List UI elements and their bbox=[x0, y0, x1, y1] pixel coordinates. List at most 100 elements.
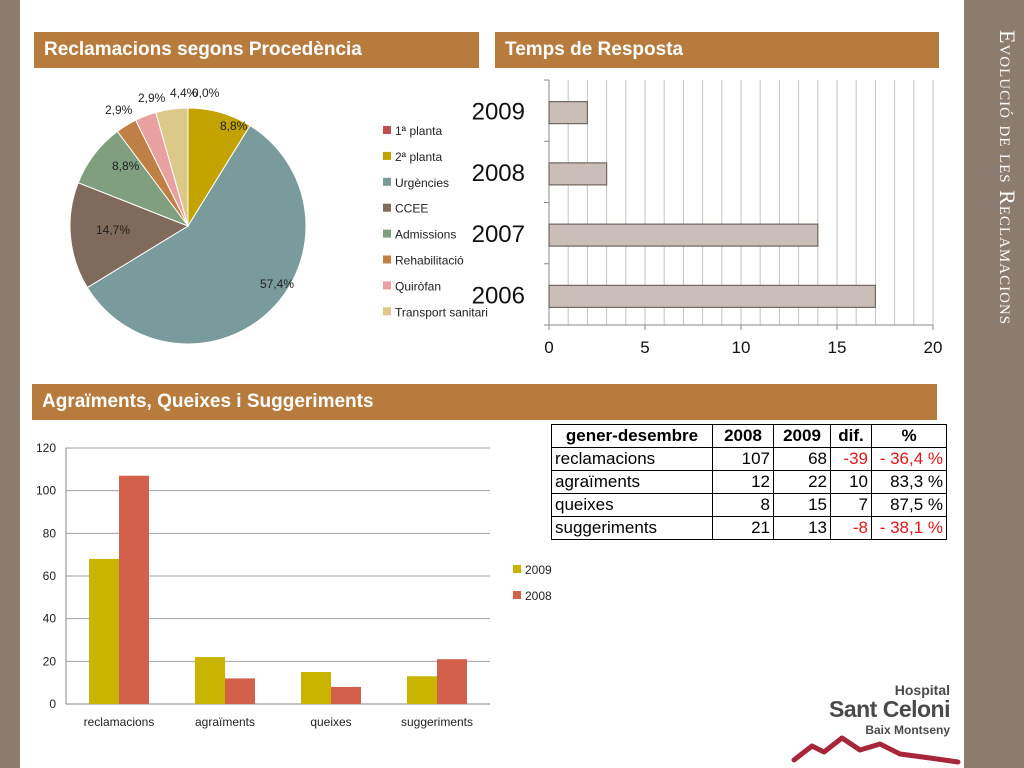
pie-data-label: 2,9% bbox=[105, 103, 133, 117]
x-tick-label: 20 bbox=[924, 338, 943, 357]
x-tick-label: 15 bbox=[828, 338, 847, 357]
x-category-label: reclamacions bbox=[84, 715, 155, 729]
y-tick-label: 120 bbox=[36, 441, 56, 455]
grouped-bar bbox=[225, 678, 255, 704]
grouped-bar bbox=[437, 659, 467, 704]
pie-data-label: 2,9% bbox=[138, 91, 166, 105]
table-cell: 83,3 % bbox=[871, 470, 947, 494]
table-row: agraïments 12 22 10 83,3 % bbox=[551, 470, 947, 494]
summary-table: gener-desembre 2008 2009 dif. % reclamac… bbox=[551, 424, 947, 540]
side-band bbox=[964, 0, 1024, 768]
table-header-cell: 2009 bbox=[773, 424, 831, 448]
grouped-bar bbox=[89, 558, 119, 704]
y-tick-label: 0 bbox=[49, 697, 56, 711]
response-time-chart: 0 5 10 15 20 2006 2007 2008 2009 bbox=[472, 79, 943, 357]
table-cell: - 38,1 % bbox=[871, 516, 947, 540]
y-category-label: 2009 bbox=[472, 99, 525, 126]
pie-legend-label: Transport sanitari bbox=[395, 305, 488, 319]
table-header-cell: dif. bbox=[830, 424, 872, 448]
pie-legend-label: 2ª planta bbox=[395, 150, 442, 164]
table-cell: queixes bbox=[551, 493, 713, 517]
mountain-logo-icon bbox=[791, 735, 961, 765]
table-cell: 107 bbox=[712, 447, 774, 471]
pie-data-label: 4,4% bbox=[170, 86, 198, 100]
pie-slice bbox=[155, 107, 189, 227]
pie-legend-swatch bbox=[383, 203, 391, 212]
response-bar bbox=[548, 284, 876, 308]
response-bar bbox=[548, 223, 819, 247]
pie-legend-swatch bbox=[383, 255, 391, 264]
pie-data-label: 8,8% bbox=[220, 119, 248, 133]
pie-legend-label: Urgències bbox=[395, 176, 449, 190]
pie-legend-label: Admissions bbox=[395, 228, 456, 242]
grouped-bar bbox=[195, 657, 225, 704]
table-cell: -8 bbox=[830, 516, 872, 540]
pie-chart: 0,0% 8,8% 57,4% 14,7% 8,8% 2,9% 2,9% 4,4% 1ª pla… bbox=[69, 86, 488, 345]
grouped-legend-label: 2008 bbox=[525, 589, 552, 603]
table-header-cell: 2008 bbox=[712, 424, 774, 448]
table-cell: 7 bbox=[830, 493, 872, 517]
x-tick-label: 5 bbox=[640, 338, 649, 357]
y-tick-label: 60 bbox=[43, 569, 57, 583]
table-cell: -39 bbox=[830, 447, 872, 471]
response-bar bbox=[548, 162, 608, 186]
grouped-legend-label: 2009 bbox=[525, 563, 552, 577]
grouped-bar-chart: 0 20 40 60 80 100 120 reclamacions agraïments que… bbox=[36, 441, 552, 729]
x-category-label: agraïments bbox=[195, 715, 255, 729]
pie-slice bbox=[86, 124, 307, 345]
side-title: Evolució de les Reclamacions bbox=[995, 30, 1020, 326]
pie-legend-swatch bbox=[383, 177, 391, 186]
y-tick-label: 80 bbox=[43, 526, 57, 540]
grouped-legend-swatch bbox=[513, 565, 521, 573]
y-category-label: 2007 bbox=[472, 221, 525, 248]
pie-header-text: Reclamacions segons Procedència bbox=[44, 39, 362, 60]
table-header-row: gener-desembre 2008 2009 dif. % bbox=[551, 424, 947, 448]
pie-legend-swatch bbox=[383, 229, 391, 238]
pie-legend-swatch bbox=[383, 307, 391, 316]
pie-data-label: 57,4% bbox=[260, 277, 294, 291]
y-category-label: 2008 bbox=[472, 160, 525, 187]
x-tick-label: 0 bbox=[544, 338, 553, 357]
table-cell: suggeriments bbox=[551, 516, 713, 540]
pie-legend-label: Quiròfan bbox=[395, 279, 441, 293]
hospital-logo: Hospital Sant Celoni Baix Montseny bbox=[790, 680, 961, 765]
table-cell: 8 bbox=[712, 493, 774, 517]
table-cell: 15 bbox=[773, 493, 831, 517]
pie-data-label: 0,0% bbox=[192, 86, 220, 100]
table-row: suggeriments 21 13 -8 - 38,1 % bbox=[551, 516, 947, 540]
table-cell: 12 bbox=[712, 470, 774, 494]
pie-legend-swatch bbox=[383, 126, 391, 134]
logo-line-3: Baix Montseny bbox=[865, 723, 950, 737]
pie-legend-swatch bbox=[383, 281, 391, 290]
pie-legend-swatch bbox=[383, 151, 391, 160]
logo-line-2: Sant Celoni bbox=[828, 696, 951, 722]
grouped-bar bbox=[331, 686, 361, 704]
table-cell: 13 bbox=[773, 516, 831, 540]
table-cell: reclamacions bbox=[551, 447, 713, 471]
pie-header: Reclamacions segons Procedència bbox=[34, 32, 479, 68]
y-tick-label: 100 bbox=[36, 484, 56, 498]
pie-data-label: 8,8% bbox=[112, 159, 140, 173]
x-category-label: suggeriments bbox=[401, 715, 473, 729]
response-bar bbox=[548, 101, 589, 125]
table-header-cell: % bbox=[871, 424, 947, 448]
table-cell: 68 bbox=[773, 447, 831, 471]
grouped-header-text: Agraïments, Queixes i Suggeriments bbox=[42, 391, 374, 412]
pie-data-label: 14,7% bbox=[96, 223, 130, 237]
grouped-bar bbox=[119, 475, 149, 704]
table-cell: 21 bbox=[712, 516, 774, 540]
grouped-legend-swatch bbox=[513, 591, 521, 599]
table-cell: 22 bbox=[773, 470, 831, 494]
x-category-label: queixes bbox=[310, 715, 351, 729]
table-cell: 10 bbox=[830, 470, 872, 494]
logo-line-1: Hospital bbox=[894, 682, 950, 698]
table-row: queixes 8 15 7 87,5 % bbox=[551, 493, 947, 517]
table-row: reclamacions 107 68 -39 - 36,4 % bbox=[551, 447, 947, 471]
pie-legend-label: 1ª planta bbox=[395, 124, 442, 138]
grouped-header: Agraïments, Queixes i Suggeriments bbox=[32, 384, 937, 420]
y-category-label: 2006 bbox=[472, 282, 525, 309]
grouped-bar bbox=[407, 676, 437, 704]
table-header-cell: gener-desembre bbox=[551, 424, 713, 448]
response-header: Temps de Resposta bbox=[495, 32, 939, 68]
pie-legend-label: Rehabilitació bbox=[395, 254, 464, 268]
